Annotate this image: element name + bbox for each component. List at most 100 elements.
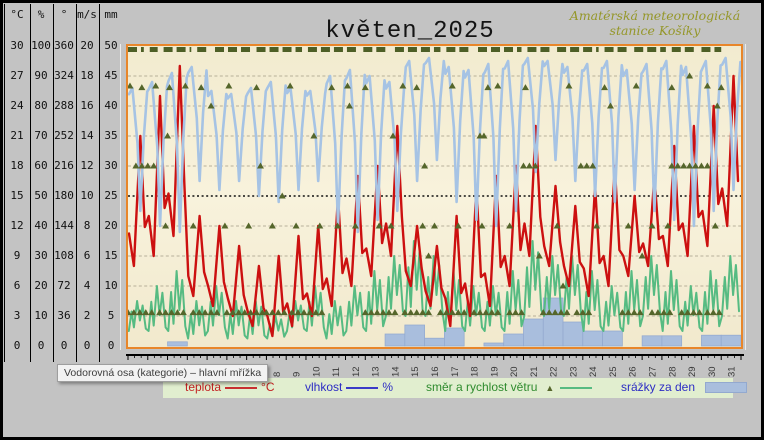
axis-separator-line — [99, 4, 100, 362]
axis-value-cell: 0 — [107, 339, 115, 352]
axis-unit-header: °C — [10, 8, 24, 21]
axis-separator-line — [76, 4, 77, 362]
axis-value-cell: 18 — [80, 69, 94, 82]
axis-value-cell: 21 — [10, 129, 24, 142]
wind-direction-markers[interactable] — [126, 47, 725, 316]
precipitation-bars[interactable] — [167, 297, 741, 347]
axis-value-cell: 30 — [34, 249, 48, 262]
x-axis-day-label[interactable]: 28 — [667, 366, 678, 377]
frame-highlight-left — [120, 44, 121, 350]
axis-value-cell: 252 — [54, 129, 74, 142]
wind-speed-line-swatch-icon — [560, 386, 593, 389]
axis-value-cell: 72 — [57, 279, 71, 292]
axis-value-cell: 144 — [54, 219, 74, 232]
value-axes-table: °C% ° m/s mm 30 100 360 20 50 27 90 324 18 45 24 80 288 1… — [3, 3, 128, 373]
station-name-line1: Amatérská meteorologická — [569, 8, 741, 23]
axis-unit-header: m/s — [77, 8, 97, 21]
humidity-line[interactable] — [128, 56, 741, 234]
axis-value-cell: 2 — [83, 309, 91, 322]
x-axis-day-label[interactable]: 25 — [608, 366, 619, 377]
axis-value-cell: 0 — [83, 339, 91, 352]
axis-value-cell: 4 — [83, 279, 91, 292]
legend-precip-label: srážky za den — [621, 380, 696, 394]
x-axis-day-label[interactable]: 15 — [410, 366, 421, 377]
axis-value-cell: 6 — [83, 249, 91, 262]
plot-border — [126, 44, 743, 349]
axis-value-cell: 324 — [54, 69, 74, 82]
axis-value-cell: 288 — [54, 99, 74, 112]
legend-wind-label: směr a rychlost větru — [426, 380, 538, 394]
axis-value-cell: 12 — [80, 159, 94, 172]
frame-highlight-right — [745, 44, 746, 350]
x-axis-day-label[interactable]: 22 — [549, 366, 560, 377]
axis-value-cell: 12 — [10, 219, 24, 232]
humidity-line-swatch-icon — [346, 386, 379, 389]
x-axis-day-label[interactable]: 18 — [470, 366, 481, 377]
axis-value-cell: 40 — [104, 99, 118, 112]
axis-value-cell: 35 — [104, 129, 118, 142]
axis-value-cell: 40 — [34, 219, 48, 232]
x-axis-day-label[interactable]: 30 — [707, 366, 718, 377]
x-axis-day-label[interactable]: 17 — [450, 366, 461, 377]
precipitation-bar-swatch-icon — [705, 382, 748, 394]
x-axis-day-label[interactable]: 11 — [331, 367, 342, 377]
station-name: Amatérská meteorologická stanice Košíky — [555, 8, 755, 38]
x-axis-day-label[interactable]: 12 — [351, 366, 362, 377]
axis-value-cell: 0 — [60, 339, 68, 352]
temperature-line[interactable] — [128, 64, 740, 338]
axis-value-cell: 20 — [80, 39, 94, 52]
axis-value-cell: 30 — [104, 159, 118, 172]
x-axis-day-label[interactable]: 29 — [687, 366, 698, 377]
axis-value-cell: 3 — [13, 309, 21, 322]
axis-value-cell: 20 — [34, 279, 48, 292]
axis-value-cell: 45 — [104, 69, 118, 82]
legend-humidity-label: vlhkost — [305, 380, 343, 394]
axis-value-cell: 0 — [13, 339, 21, 352]
x-axis-day-label[interactable]: 27 — [648, 366, 659, 377]
axis-value-cell: 8 — [83, 219, 91, 232]
axis-value-cell: 108 — [54, 249, 74, 262]
axis-value-cell: 80 — [34, 99, 48, 112]
x-axis-day-label[interactable]: 24 — [588, 366, 599, 377]
legend-item-humidity[interactable]: vlhkost% — [305, 380, 393, 394]
axis-unit-header: ° — [60, 8, 68, 21]
axis-value-cell: 24 — [10, 99, 24, 112]
x-axis-day-label[interactable]: 31 — [727, 366, 738, 377]
axis-unit-header: % — [37, 8, 45, 21]
x-axis-day-label[interactable]: 13 — [371, 366, 382, 377]
x-axis-day-label[interactable]: 26 — [628, 366, 639, 377]
legend-item-temperature[interactable]: teplota °C — [185, 380, 275, 394]
x-axis-day-label[interactable]: 10 — [311, 366, 322, 377]
axis-value-cell: 18 — [10, 159, 24, 172]
x-axis-day-label[interactable]: 8 — [272, 372, 283, 377]
station-name-line2: stanice Košíky — [609, 23, 701, 38]
axis-value-cell: 15 — [10, 189, 24, 202]
x-axis-day-label[interactable]: 19 — [489, 366, 500, 377]
axis-value-cell: 9 — [13, 249, 21, 262]
legend-humidity-unit: % — [382, 380, 394, 394]
axis-value-cell: 50 — [34, 189, 48, 202]
axis-value-cell: 50 — [104, 39, 118, 52]
axis-value-cell: 15 — [104, 249, 118, 262]
legend-item-precipitation[interactable]: srážky za den — [621, 380, 748, 394]
chart-title[interactable]: květen_2025 — [325, 18, 495, 45]
legend-item-wind[interactable]: směr a rychlost větru ▲ — [426, 380, 596, 394]
weather-chart[interactable]: 1234567891011121314151617181920212223242… — [126, 44, 746, 384]
temperature-line-swatch-icon — [225, 386, 258, 389]
axis-value-cell: 25 — [104, 189, 118, 202]
axis-value-cell: 360 — [54, 39, 74, 52]
legend-temperature-unit: °C — [261, 380, 275, 394]
x-axis-day-label[interactable]: 16 — [430, 366, 441, 377]
axis-value-cell: 10 — [80, 189, 94, 202]
x-axis-day-label[interactable]: 9 — [292, 372, 303, 377]
axis-value-cell: 16 — [80, 99, 94, 112]
axis-value-cell: 70 — [34, 129, 48, 142]
axis-value-cell: 6 — [13, 279, 21, 292]
axis-value-cell: 14 — [80, 129, 94, 142]
axis-value-cell: 100 — [31, 39, 51, 52]
x-axis-day-label[interactable]: 21 — [529, 366, 540, 377]
x-axis-day-label[interactable]: 20 — [509, 366, 520, 377]
x-axis-day-label[interactable]: 14 — [390, 366, 401, 377]
x-axis-day-label[interactable]: 23 — [568, 366, 579, 377]
